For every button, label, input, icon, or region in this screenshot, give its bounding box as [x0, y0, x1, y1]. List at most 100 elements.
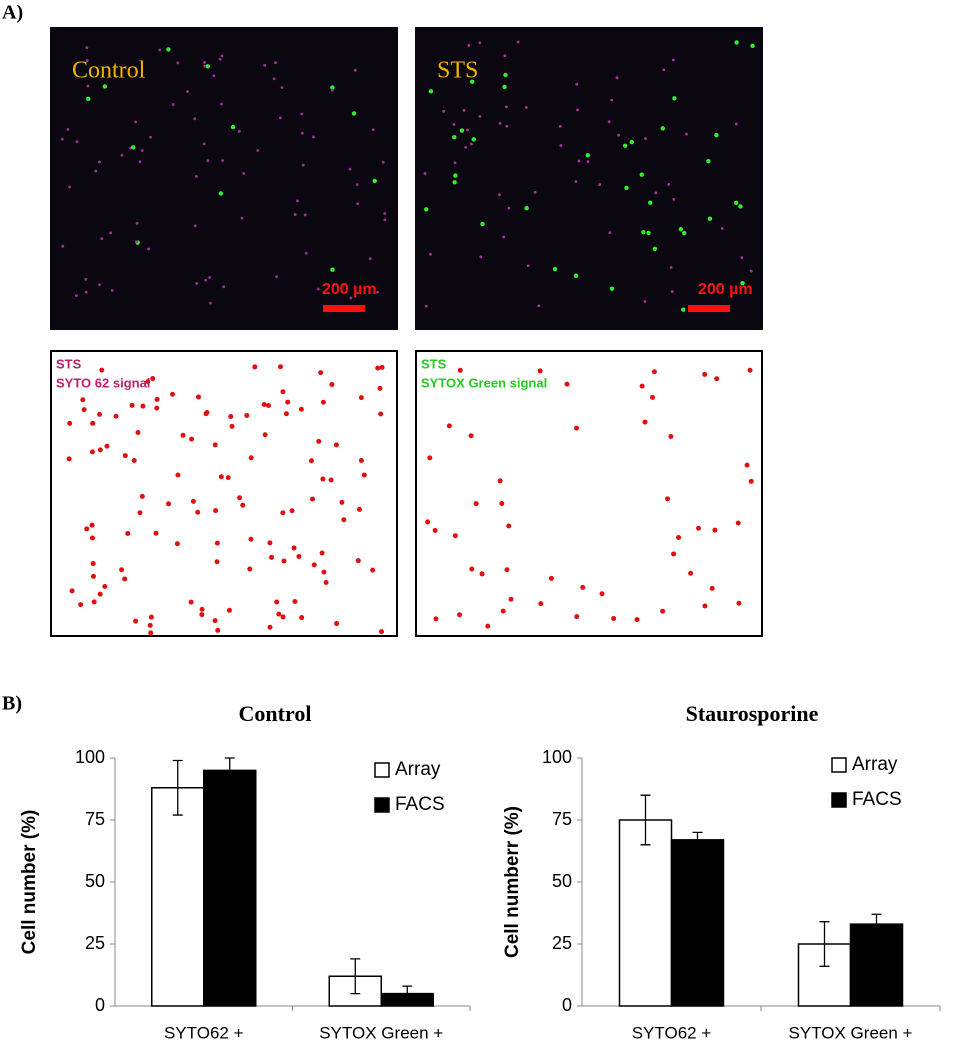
image-label: STS: [56, 356, 82, 371]
cell-dot: [502, 235, 506, 239]
cell-dot: [328, 477, 334, 483]
cell-dot: [220, 102, 223, 106]
cell-dot: [312, 135, 315, 139]
cell-dot: [624, 185, 629, 191]
cell-dot: [199, 612, 205, 618]
cell-dot: [265, 403, 271, 409]
cell-dot: [446, 423, 452, 429]
error-bar: [640, 794, 651, 846]
cell-dot: [548, 575, 554, 581]
cell-dot: [203, 64, 207, 68]
cell-dot: [248, 455, 254, 461]
cell-dot: [89, 535, 95, 541]
cell-dot: [186, 90, 189, 94]
cell-dot: [368, 257, 372, 261]
cell-dot: [466, 128, 470, 132]
cell-dot: [212, 618, 218, 624]
cell-dot: [379, 364, 385, 370]
cell-dot: [685, 132, 688, 136]
cell-dot: [644, 137, 647, 140]
cell-dot: [320, 399, 326, 405]
cell-dot: [256, 149, 260, 152]
y-tick-label: 25: [85, 933, 105, 953]
cell-dot: [214, 540, 220, 546]
cell-dot: [60, 137, 64, 141]
bar: [670, 839, 725, 1007]
cell-dot: [318, 370, 324, 376]
cell-dot: [586, 160, 590, 164]
mask-image: [50, 350, 398, 637]
cell-dot: [459, 128, 465, 133]
cell-dot: [749, 269, 753, 273]
cell-dot: [349, 296, 353, 300]
cell-dot: [348, 167, 352, 171]
legend-label: FACS: [852, 789, 902, 810]
cell-dot: [125, 530, 131, 536]
cell-dot: [195, 509, 201, 515]
cell-dot: [75, 294, 78, 297]
cell-dot: [98, 283, 101, 287]
cell-dot: [734, 200, 739, 206]
cell-dot: [86, 84, 90, 88]
cell-dot: [452, 135, 457, 140]
cell-dot: [78, 602, 84, 608]
cell-dot: [372, 178, 377, 184]
cell-dot: [497, 193, 501, 197]
cell-dot: [140, 403, 146, 409]
bar: [618, 819, 673, 1007]
cell-dot: [213, 508, 219, 514]
cell-dot: [564, 381, 570, 387]
cell-dot: [149, 135, 152, 139]
y-tick-label: 50: [85, 871, 105, 891]
cell-dot: [180, 432, 186, 438]
cell-dot: [102, 583, 108, 589]
cell-dot: [145, 379, 151, 385]
cell-dots: [60, 40, 755, 636]
cell-dot: [478, 115, 482, 118]
cell-dot: [300, 112, 304, 116]
cell-dot: [610, 98, 614, 102]
cell-dot: [524, 106, 528, 109]
cell-dot: [199, 606, 205, 612]
cell-dot: [425, 519, 431, 525]
cell-dot: [427, 455, 433, 461]
cell-dot: [573, 273, 579, 278]
chart-title: Staurosporine: [686, 701, 819, 726]
cell-dot: [97, 591, 103, 597]
cell-dot: [747, 367, 753, 373]
cell-dot: [428, 89, 434, 94]
x-tick-label: SYTO62 +: [164, 1023, 244, 1042]
cell-dot: [122, 453, 128, 459]
cell-dot: [651, 369, 657, 375]
cell-dot: [262, 432, 268, 438]
cell-dot: [190, 498, 196, 504]
error-bar: [172, 759, 183, 816]
cell-dot: [662, 68, 666, 72]
cell-dot: [154, 405, 160, 411]
cell-dot: [248, 536, 254, 542]
cell-dot: [559, 144, 563, 147]
cell-dot: [147, 247, 151, 251]
cell-dot: [505, 124, 509, 128]
cell-dot: [90, 420, 96, 426]
cell-dot: [135, 222, 139, 225]
cell-dot: [383, 218, 387, 222]
cell-dot: [323, 580, 329, 586]
cell-dot: [102, 84, 108, 89]
cell-dot: [457, 612, 463, 618]
cell-dot: [267, 540, 273, 546]
cell-dot: [681, 307, 686, 312]
cell-dot: [506, 523, 512, 529]
image-label: Control: [72, 58, 146, 84]
cell-dot: [507, 206, 511, 210]
cell-dot: [138, 160, 142, 164]
cell-dot: [308, 458, 314, 464]
cell-dot: [275, 275, 278, 279]
cell-dot: [333, 442, 339, 448]
cell-dot: [193, 224, 197, 228]
cell-dot: [734, 40, 739, 45]
cell-dot: [526, 264, 530, 268]
chart-title: Control: [239, 701, 312, 726]
cell-dot: [283, 411, 289, 417]
